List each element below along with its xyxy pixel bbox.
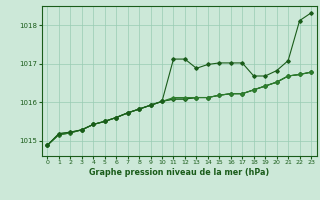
X-axis label: Graphe pression niveau de la mer (hPa): Graphe pression niveau de la mer (hPa) xyxy=(89,168,269,177)
